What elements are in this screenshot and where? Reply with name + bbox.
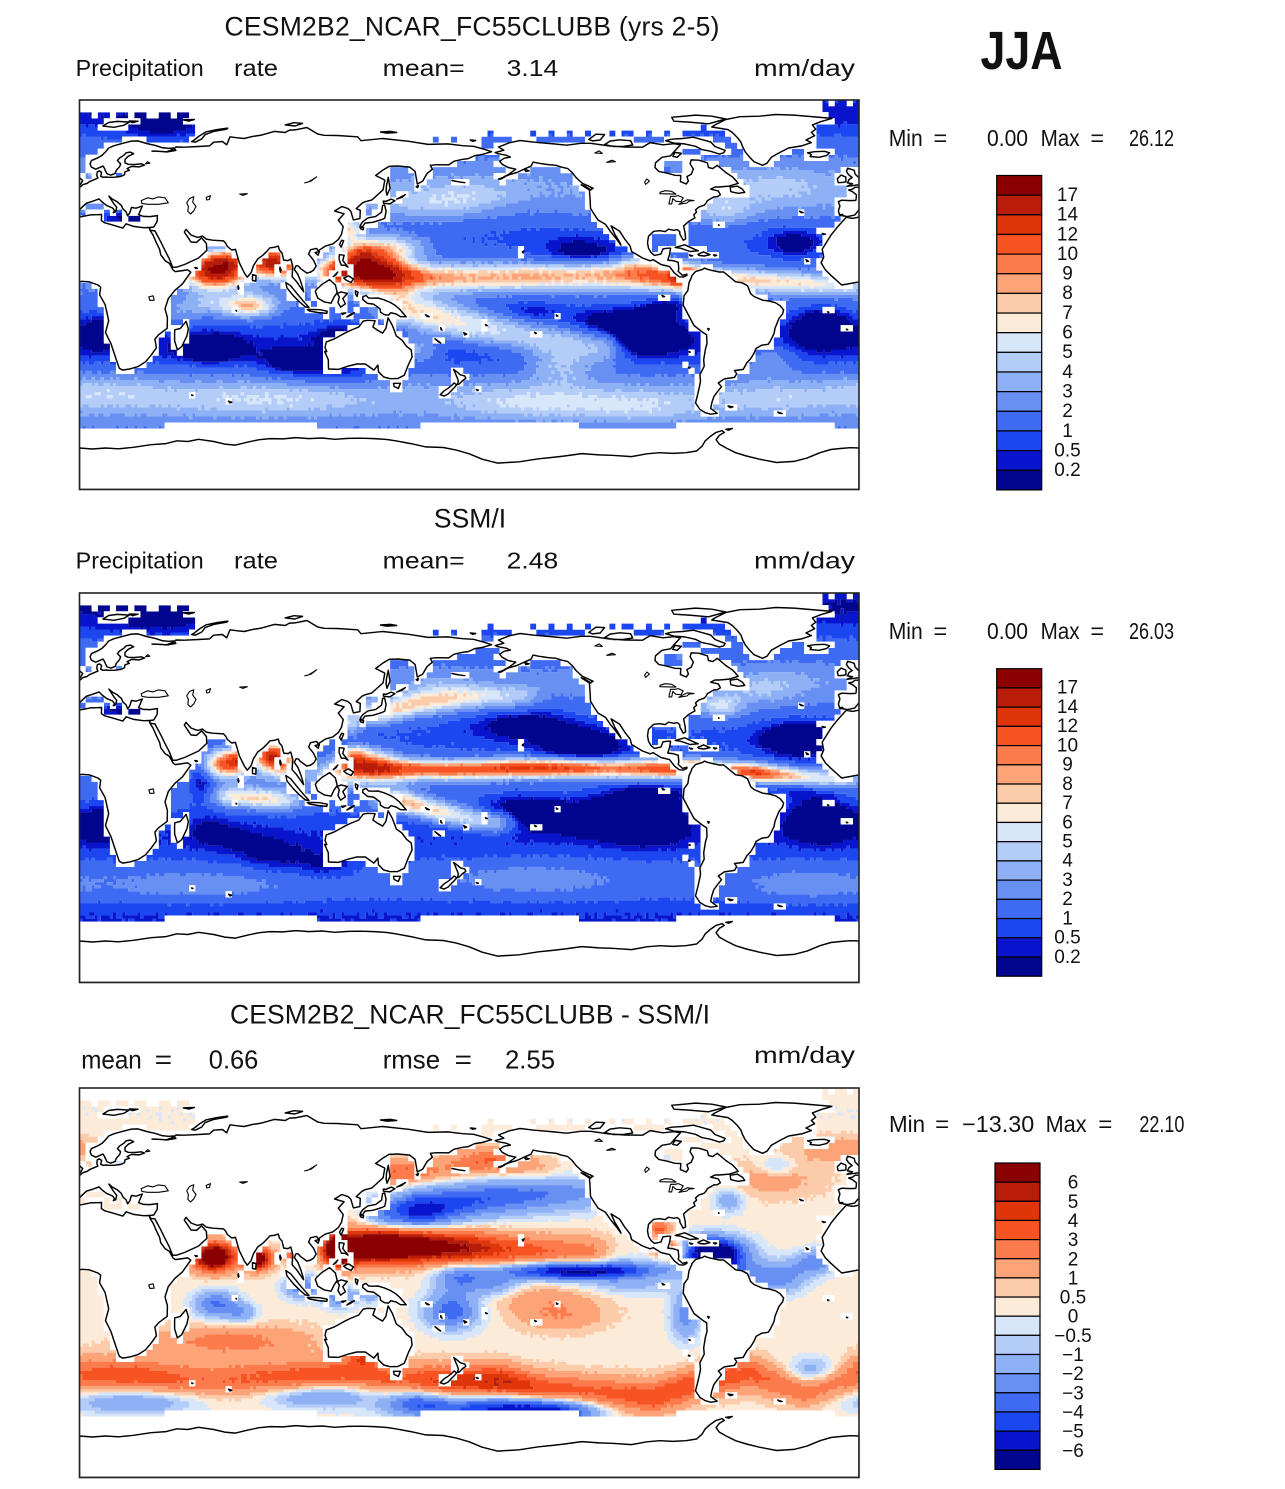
svg-text:3.14: 3.14 <box>507 55 559 81</box>
svg-text:Min: Min <box>889 125 923 151</box>
svg-text:rate: rate <box>234 548 278 574</box>
svg-text:rmse: rmse <box>383 1045 440 1075</box>
svg-text:−13.30: −13.30 <box>962 1111 1034 1137</box>
svg-text:Precipitation: Precipitation <box>76 548 204 574</box>
svg-text:8: 8 <box>1062 283 1073 304</box>
svg-text:10: 10 <box>1057 735 1078 756</box>
svg-text:Max: Max <box>1041 125 1080 151</box>
svg-text:−1: −1 <box>1062 1345 1084 1366</box>
svg-text:CESM2B2_NCAR_FC55CLUBB - SSM/I: CESM2B2_NCAR_FC55CLUBB - SSM/I <box>230 999 710 1029</box>
svg-text:12: 12 <box>1057 716 1078 737</box>
svg-text:2: 2 <box>1068 1249 1079 1270</box>
svg-text:7: 7 <box>1062 793 1073 814</box>
svg-text:2.48: 2.48 <box>507 548 559 574</box>
svg-text:mm/day: mm/day <box>754 55 856 81</box>
svg-text:−2: −2 <box>1062 1364 1084 1385</box>
svg-text:mm/day: mm/day <box>754 1042 856 1068</box>
svg-text:8: 8 <box>1062 774 1073 795</box>
svg-text:4: 4 <box>1062 362 1073 383</box>
svg-text:−0.5: −0.5 <box>1054 1326 1092 1347</box>
svg-text:3: 3 <box>1062 381 1073 402</box>
svg-text:0.5: 0.5 <box>1054 440 1080 461</box>
svg-text:−4: −4 <box>1062 1402 1084 1423</box>
svg-text:2.55: 2.55 <box>505 1045 555 1075</box>
svg-text:−5: −5 <box>1062 1422 1084 1443</box>
svg-text:14: 14 <box>1057 697 1079 718</box>
svg-text:9: 9 <box>1062 755 1073 776</box>
svg-text:17: 17 <box>1057 185 1078 206</box>
svg-text:0.66: 0.66 <box>209 1045 258 1075</box>
svg-text:1: 1 <box>1062 421 1073 442</box>
svg-text:rate: rate <box>234 55 278 81</box>
svg-text:=: = <box>935 1111 949 1137</box>
svg-text:SSM/I: SSM/I <box>434 504 506 534</box>
svg-text:0.00: 0.00 <box>987 618 1028 644</box>
svg-text:0: 0 <box>1068 1307 1079 1328</box>
svg-text:7: 7 <box>1062 303 1073 324</box>
svg-text:4: 4 <box>1062 851 1073 872</box>
svg-text:0.2: 0.2 <box>1054 460 1080 481</box>
svg-text:Min: Min <box>889 618 923 644</box>
svg-text:mean=: mean= <box>383 548 465 574</box>
svg-text:mean: mean <box>81 1045 142 1075</box>
svg-text:6: 6 <box>1068 1173 1079 1194</box>
svg-text:=: = <box>155 1045 173 1075</box>
svg-text:=: = <box>934 618 948 644</box>
svg-text:3: 3 <box>1062 870 1073 891</box>
svg-text:5: 5 <box>1062 342 1073 363</box>
svg-text:0.5: 0.5 <box>1060 1288 1086 1309</box>
svg-text:Min: Min <box>889 1111 925 1137</box>
svg-text:10: 10 <box>1057 244 1078 265</box>
svg-text:1: 1 <box>1068 1268 1079 1289</box>
svg-text:JJA: JJA <box>981 21 1063 81</box>
svg-text:0.2: 0.2 <box>1054 947 1080 968</box>
svg-text:4: 4 <box>1068 1211 1079 1232</box>
svg-text:2: 2 <box>1062 401 1073 422</box>
svg-text:26.03: 26.03 <box>1129 618 1174 644</box>
svg-text:=: = <box>1090 125 1104 151</box>
svg-text:0.5: 0.5 <box>1054 928 1080 949</box>
svg-text:mm/day: mm/day <box>754 548 856 574</box>
svg-text:6: 6 <box>1062 323 1073 344</box>
svg-text:26.12: 26.12 <box>1129 125 1174 151</box>
svg-text:mean=: mean= <box>383 55 465 81</box>
svg-text:0.00: 0.00 <box>987 125 1028 151</box>
svg-text:9: 9 <box>1062 264 1073 285</box>
svg-text:=: = <box>1090 618 1104 644</box>
svg-text:14: 14 <box>1057 205 1079 226</box>
svg-text:1: 1 <box>1062 908 1073 929</box>
svg-text:Precipitation: Precipitation <box>76 55 204 81</box>
svg-text:5: 5 <box>1068 1192 1079 1213</box>
svg-text:CESM2B2_NCAR_FC55CLUBB (yrs 2-: CESM2B2_NCAR_FC55CLUBB (yrs 2-5) <box>225 11 720 41</box>
svg-text:Max: Max <box>1041 618 1080 644</box>
svg-text:=: = <box>455 1045 473 1075</box>
svg-text:2: 2 <box>1062 889 1073 910</box>
svg-text:12: 12 <box>1057 224 1078 245</box>
svg-text:Max: Max <box>1046 1111 1087 1137</box>
svg-text:17: 17 <box>1057 678 1078 699</box>
svg-text:5: 5 <box>1062 831 1073 852</box>
svg-text:3: 3 <box>1068 1230 1079 1251</box>
svg-text:=: = <box>1098 1111 1112 1137</box>
svg-text:=: = <box>934 125 948 151</box>
svg-text:−6: −6 <box>1062 1441 1084 1462</box>
svg-text:6: 6 <box>1062 812 1073 833</box>
svg-text:−3: −3 <box>1062 1383 1084 1404</box>
svg-text:22.10: 22.10 <box>1139 1111 1184 1137</box>
